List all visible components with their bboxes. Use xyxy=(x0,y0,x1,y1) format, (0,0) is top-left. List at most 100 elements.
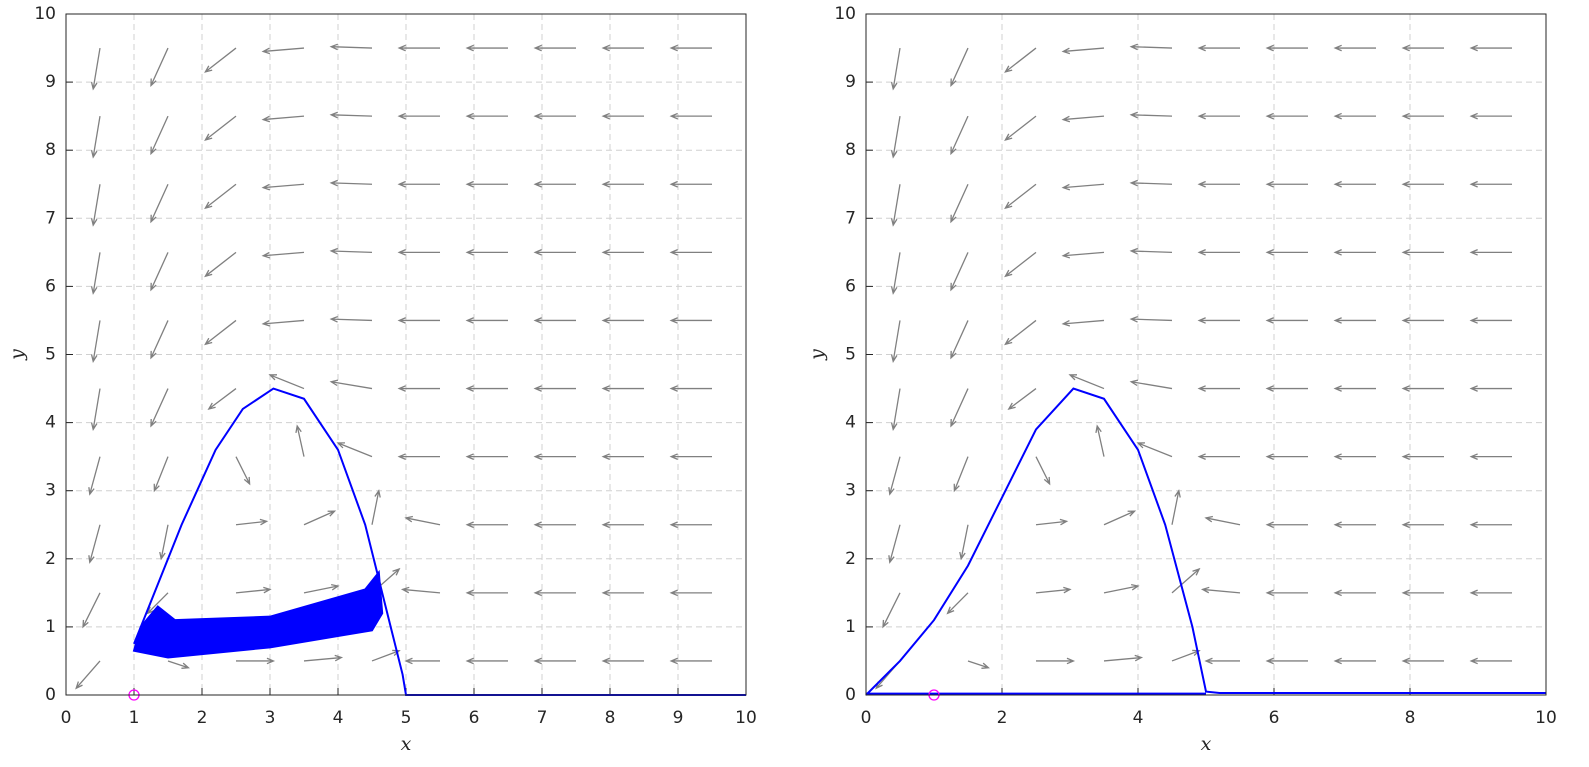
y-tick-label: 3 xyxy=(845,481,856,501)
y-tick-label: 7 xyxy=(845,208,856,228)
vector-arrow xyxy=(1333,112,1376,120)
vector-arrow xyxy=(235,456,251,486)
vector-arrow xyxy=(950,388,969,428)
vector-arrow xyxy=(1068,374,1105,390)
vector-arrow xyxy=(1129,43,1173,51)
vector-arrow xyxy=(1401,180,1444,188)
vector-arrow xyxy=(890,320,901,363)
vector-arrow xyxy=(953,456,969,493)
plot-frame xyxy=(865,13,1547,696)
y-tick-label: 4 xyxy=(845,413,856,433)
vector-arrow xyxy=(669,180,712,188)
vector-arrow xyxy=(1333,249,1376,256)
vector-arrow xyxy=(397,44,440,52)
vector-arrow xyxy=(1061,47,1105,55)
vector-arrow xyxy=(1265,453,1308,460)
y-tick-label: 2 xyxy=(845,549,856,569)
vector-arrow xyxy=(465,249,508,256)
vector-arrow xyxy=(207,388,237,410)
y-tick-label: 5 xyxy=(845,345,856,365)
vector-arrow xyxy=(1265,44,1308,52)
vector-arrow xyxy=(533,317,576,324)
vector-arrow xyxy=(1129,247,1173,255)
vector-arrow xyxy=(890,252,901,295)
trajectory xyxy=(133,387,746,696)
plot-frame xyxy=(65,13,747,696)
vector-arrow xyxy=(465,112,508,120)
vector-arrow xyxy=(1401,44,1444,52)
vector-arrow xyxy=(1061,251,1105,259)
vector-arrow xyxy=(204,47,237,73)
vector-arrow xyxy=(465,385,508,392)
vector-arrow xyxy=(669,249,712,256)
vector-arrow xyxy=(1136,442,1173,458)
y-tick-label: 2 xyxy=(45,549,56,569)
vector-arrow xyxy=(1265,385,1308,392)
vector-arrow xyxy=(1129,315,1173,323)
vector-arrow xyxy=(1035,518,1069,526)
vector-arrow xyxy=(404,515,441,526)
vector-arrow xyxy=(88,524,101,564)
vector-arrow xyxy=(90,320,101,363)
vector-arrow xyxy=(1095,424,1105,457)
vector-arrow xyxy=(146,592,169,615)
vector-arrow xyxy=(1129,111,1173,119)
x-tick-label: 6 xyxy=(469,708,480,728)
vector-arrow xyxy=(1035,456,1051,486)
vector-arrow xyxy=(1333,317,1376,324)
vector-arrow xyxy=(959,524,969,561)
vector-arrow xyxy=(946,592,969,615)
vector-arrow xyxy=(1061,115,1105,123)
vector-arrow xyxy=(1061,183,1105,191)
vector-arrow xyxy=(150,320,169,360)
vector-arrow xyxy=(533,385,576,392)
vector-arrow xyxy=(1469,249,1512,256)
vector-arrow xyxy=(1129,379,1173,390)
vector-arrow xyxy=(1004,319,1037,346)
vector-arrow xyxy=(397,453,440,460)
vector-arrow xyxy=(1171,489,1181,525)
vector-arrow xyxy=(1103,510,1137,526)
vector-arrow xyxy=(890,116,901,159)
x-tick-label: 0 xyxy=(861,708,872,728)
vector-arrow xyxy=(601,44,644,52)
vector-arrow xyxy=(1469,657,1512,665)
vector-arrow xyxy=(1197,317,1240,324)
vector-arrow xyxy=(1265,317,1308,324)
vector-arrow xyxy=(1103,654,1144,662)
vector-arrow xyxy=(1401,385,1444,392)
vector-arrow xyxy=(90,184,101,227)
vector-arrow xyxy=(1333,385,1376,392)
y-tick-label: 0 xyxy=(45,685,56,705)
vector-arrow xyxy=(150,388,169,428)
vector-arrow xyxy=(465,44,508,52)
vector-arrow xyxy=(303,510,337,526)
vector-arrow xyxy=(1401,249,1444,256)
axes: 0 1 2 3 4 5 6 7 8 9 10 0 1 2 3 4 5 6 7 8 9 10 xyxy=(34,4,756,728)
vector-arrow xyxy=(601,521,644,529)
y-tick-label: 0 xyxy=(845,685,856,705)
vector-arrow xyxy=(295,424,305,457)
vector-arrow xyxy=(1197,180,1240,188)
vector-arrow xyxy=(204,115,237,142)
vector-arrow xyxy=(533,249,576,256)
vector-arrow xyxy=(950,183,969,224)
vector-arrow xyxy=(397,180,440,188)
y-tick-label: 10 xyxy=(34,4,56,24)
vector-arrow xyxy=(236,657,276,665)
vector-arrow xyxy=(1401,453,1444,460)
vector-arrow xyxy=(371,489,381,525)
vector-arrow xyxy=(90,47,101,91)
vector-arrow xyxy=(303,654,344,662)
x-tick-label: 10 xyxy=(1535,708,1557,728)
vector-arrow xyxy=(400,586,441,594)
vector-arrow xyxy=(1469,180,1512,188)
vector-arrow xyxy=(204,251,237,278)
vector-arrow xyxy=(329,379,373,390)
vector-arrow xyxy=(1036,657,1076,665)
vector-arrow xyxy=(669,657,712,665)
vector-arrow xyxy=(533,521,576,529)
vector-arrow xyxy=(336,442,373,458)
vector-arrow xyxy=(153,456,169,493)
